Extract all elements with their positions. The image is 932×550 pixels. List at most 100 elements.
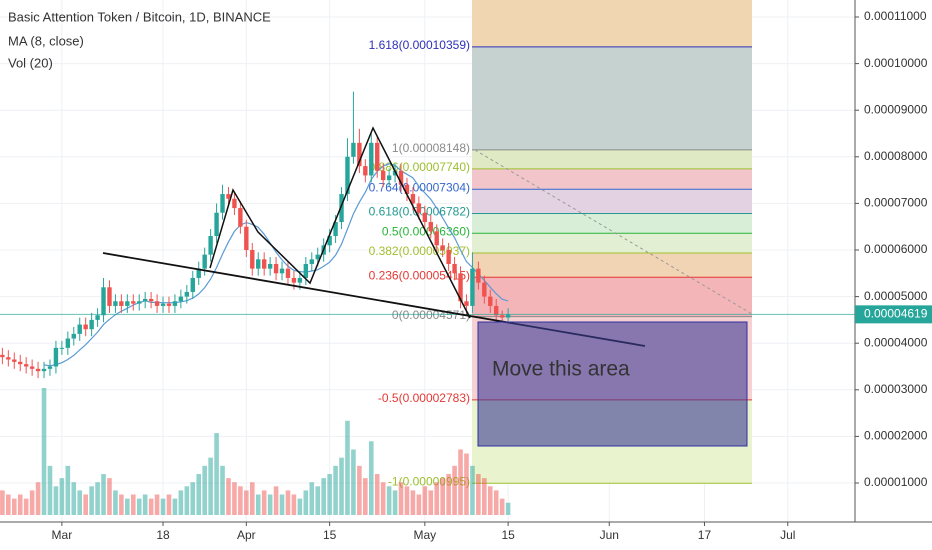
volume-bar bbox=[148, 498, 154, 515]
volume-bar bbox=[166, 494, 172, 515]
fib-label: 1.618(0.00010359) bbox=[369, 38, 470, 52]
volume-bar bbox=[446, 474, 451, 515]
candle-body bbox=[315, 254, 320, 260]
candle-body bbox=[23, 364, 29, 367]
candle-body bbox=[363, 166, 368, 176]
candle-body bbox=[440, 245, 445, 251]
candle-body bbox=[142, 298, 148, 302]
candle-body bbox=[178, 296, 184, 302]
volume-bar bbox=[321, 478, 326, 515]
volume-bar bbox=[113, 490, 118, 515]
volume-bar bbox=[470, 465, 475, 515]
candle-body bbox=[65, 338, 71, 348]
volume-bar bbox=[428, 490, 434, 515]
candle-body bbox=[434, 231, 439, 246]
target-box[interactable] bbox=[477, 321, 748, 447]
fib-band bbox=[472, 277, 752, 317]
candle-body bbox=[226, 194, 231, 199]
volume-bar bbox=[476, 474, 481, 515]
volume-bar bbox=[499, 498, 505, 515]
candle-body bbox=[505, 314, 511, 318]
volume-bar bbox=[392, 490, 398, 515]
candle-body bbox=[380, 170, 386, 181]
candle-body bbox=[119, 301, 124, 306]
candle-body bbox=[190, 277, 195, 292]
volume-bar bbox=[59, 478, 65, 515]
volume-bar bbox=[374, 474, 380, 515]
candle-body bbox=[12, 359, 17, 362]
volume-bar bbox=[404, 486, 410, 515]
volume-bar bbox=[89, 486, 94, 515]
fib-band bbox=[472, 189, 752, 214]
fib-band bbox=[472, 252, 752, 278]
volume-bar bbox=[255, 494, 261, 515]
candle-body bbox=[285, 268, 291, 278]
volume-bar bbox=[351, 449, 356, 515]
candle-body bbox=[6, 357, 11, 360]
candle-body bbox=[232, 198, 237, 209]
x-tick-label: 15 bbox=[323, 528, 337, 542]
volume-bar bbox=[196, 474, 202, 515]
annotation: Move this area bbox=[492, 358, 630, 381]
volume-bar bbox=[220, 465, 225, 515]
candles bbox=[0, 91, 855, 379]
volume-bar bbox=[482, 478, 487, 515]
candle-body bbox=[261, 259, 267, 269]
volume-bar bbox=[53, 486, 59, 515]
volume-bar bbox=[315, 486, 321, 515]
candle-body bbox=[250, 250, 255, 269]
y-tick-label: 0.00009000 bbox=[864, 102, 928, 116]
indicator-label: Vol (20) bbox=[8, 55, 53, 70]
candle-body bbox=[267, 263, 273, 269]
candle-body bbox=[482, 282, 487, 297]
volume-bar bbox=[142, 494, 148, 515]
y-tick-label: 0.00003000 bbox=[864, 382, 928, 396]
x-tick-label: Apr bbox=[237, 528, 256, 542]
fib-label: 0.236(0.00005415) bbox=[369, 268, 470, 282]
volume-bar bbox=[386, 486, 392, 515]
candle-body bbox=[386, 175, 392, 181]
volume-bar bbox=[273, 486, 279, 515]
candle-body bbox=[107, 287, 112, 306]
candle-body bbox=[0, 354, 5, 358]
volume-bar bbox=[178, 490, 184, 515]
candle-body bbox=[458, 273, 463, 302]
candle-body bbox=[184, 291, 190, 297]
volume-bar bbox=[184, 486, 190, 515]
fib-label: -0.5(0.00002783) bbox=[378, 391, 470, 405]
fib-band bbox=[472, 46, 752, 150]
volume-bar bbox=[125, 498, 130, 515]
candle-body bbox=[309, 259, 314, 264]
volume-bar bbox=[214, 433, 219, 515]
volume-bar bbox=[232, 482, 237, 515]
volume-bar bbox=[244, 490, 249, 515]
volume-bar bbox=[35, 482, 41, 515]
volume-bar bbox=[285, 490, 291, 515]
volume-bar bbox=[368, 441, 374, 515]
candle-body bbox=[357, 142, 362, 167]
volume-bar bbox=[11, 498, 17, 515]
candle-body bbox=[398, 170, 404, 185]
volume-bar bbox=[345, 420, 350, 515]
volume-bar bbox=[77, 490, 83, 515]
candle-body bbox=[89, 319, 94, 330]
volume-bar bbox=[136, 498, 142, 515]
volume-bar bbox=[297, 498, 303, 515]
candle-body bbox=[244, 226, 249, 251]
fib-band bbox=[472, 149, 752, 169]
last-price-label: 0.00004619 bbox=[864, 307, 928, 321]
candle-body bbox=[77, 324, 82, 334]
y-tick-label: 0.00010000 bbox=[864, 56, 928, 70]
volume-bar bbox=[333, 465, 338, 515]
y-tick-label: 0.00006000 bbox=[864, 242, 928, 256]
volume-bar bbox=[202, 465, 207, 515]
y-tick-label: 0.00007000 bbox=[864, 196, 928, 210]
volume-bar bbox=[6, 494, 11, 515]
fib-band bbox=[472, 168, 752, 190]
volume-bar bbox=[47, 465, 53, 515]
y-tick-label: 0.00002000 bbox=[864, 429, 928, 443]
candle-body bbox=[148, 298, 154, 302]
volume-bar bbox=[380, 482, 386, 515]
volume-bar bbox=[363, 478, 368, 515]
fib-label: 1(0.00008148) bbox=[392, 141, 470, 155]
